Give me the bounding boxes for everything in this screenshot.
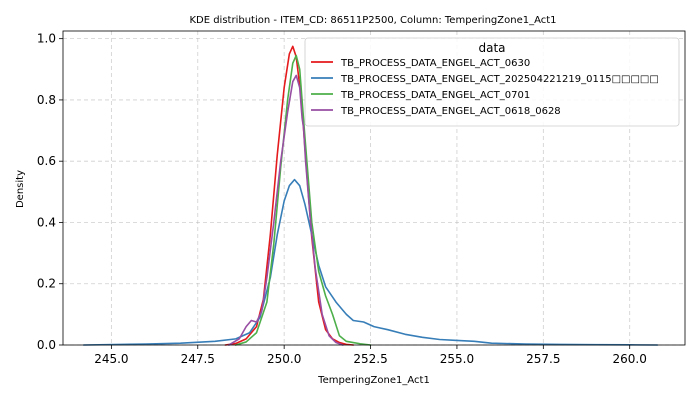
legend-label-3: TB_PROCESS_DATA_ENGEL_ACT_0701: [340, 90, 530, 101]
series-line-4: [228, 74, 344, 346]
x-tick-label: 255.0: [440, 352, 474, 366]
series-layer: [82, 45, 659, 346]
legend-box: [304, 37, 680, 127]
x-tick-label: 250.0: [267, 352, 301, 366]
legend: data TB_PROCESS_DATA_ENGEL_ACT_0630TB_PR…: [304, 37, 680, 127]
legend-title: data: [478, 41, 505, 55]
y-tick-label: 1.0: [37, 32, 56, 46]
legend-label-1: TB_PROCESS_DATA_ENGEL_ACT_0630: [340, 58, 530, 69]
y-tick-label: 0.2: [37, 277, 56, 291]
x-tick-label: 252.5: [353, 352, 387, 366]
y-tick-label: 0.4: [37, 215, 56, 229]
legend-label-2: TB_PROCESS_DATA_ENGEL_ACT_202504221219_0…: [340, 74, 659, 85]
legend-label-4: TB_PROCESS_DATA_ENGEL_ACT_0618_0628: [340, 106, 561, 117]
x-tick-label: 247.5: [181, 352, 215, 366]
tick-layer: 245.0 247.5 250.0 252.5 255.0 257.5 260.0 0.0 0.…: [37, 32, 647, 366]
y-tick-label: 0.0: [37, 338, 56, 352]
legend-items: TB_PROCESS_DATA_ENGEL_ACT_0630 TB_PROCESS…: [311, 58, 659, 117]
series-line-3: [234, 54, 372, 346]
x-tick-label: 245.0: [94, 352, 128, 366]
y-axis-label: Density: [15, 170, 26, 208]
x-tick-label: 257.5: [526, 352, 560, 366]
chart-title: KDE distribution - ITEM_CD: 86511P2500, …: [189, 15, 556, 26]
plot-frame: [62, 30, 686, 346]
y-tick-label: 0.8: [37, 93, 56, 107]
x-tick-label: 260.0: [613, 352, 647, 366]
x-axis-label: TemperingZone1_Act1: [317, 375, 430, 386]
y-tick-label: 0.6: [37, 154, 56, 168]
series-line-2: [82, 178, 659, 346]
